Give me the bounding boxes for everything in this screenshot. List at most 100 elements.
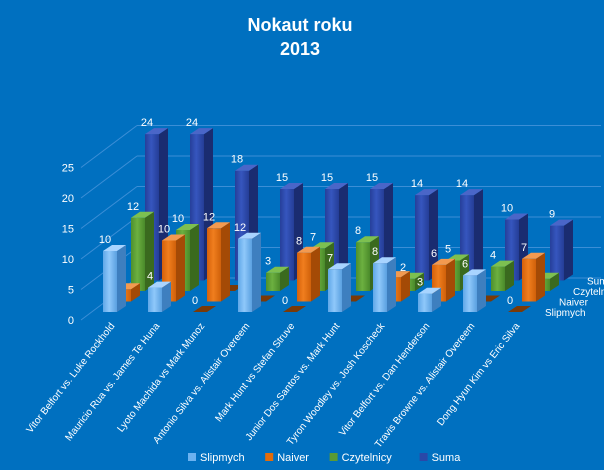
bar-czytelnicy: [266, 272, 280, 291]
bar-top-naiver: [207, 222, 230, 229]
bar-side-czytelnicy: [550, 272, 559, 291]
data-label: 10: [172, 213, 184, 225]
bar-top-naiver: [162, 234, 185, 241]
data-label: 6: [431, 248, 437, 260]
legend-swatch-naiver: [265, 453, 274, 461]
bar-side-czytelnicy: [280, 266, 289, 291]
bar-top-naiver: [297, 246, 320, 253]
bar-top-slipmych: [463, 269, 486, 276]
data-label: 10: [99, 234, 111, 246]
y-tick-label: 10: [62, 254, 74, 266]
bar-top-czytelnicy: [491, 260, 514, 267]
gridline-side: [80, 186, 138, 229]
category-label: Lyoto Machida vs Mark Munoz: [115, 321, 207, 434]
bar-top-czytelnicy: [176, 224, 199, 230]
bar-side-naiver: [176, 234, 185, 302]
bar-side-suma: [474, 189, 483, 281]
data-label: 7: [327, 252, 333, 264]
data-label: 0: [507, 295, 513, 307]
data-label: 0: [282, 295, 288, 307]
bar-naiver: [207, 228, 221, 302]
data-label: 24: [186, 117, 198, 129]
bar-side-slipmych: [117, 245, 126, 312]
series-axis-label: Naiver: [559, 298, 589, 309]
bar-slipmych: [418, 293, 432, 312]
data-label: 14: [411, 178, 423, 190]
series-axis-label: Slipmych: [545, 308, 586, 319]
series-axis-label: Czytelnicy: [573, 287, 604, 298]
legend-label-suma: Suma: [432, 452, 462, 464]
legend-swatch-slipmych: [188, 453, 196, 461]
bar-side-suma: [429, 189, 438, 281]
category-label: Travis Browne vs. Alistair Overeem: [373, 321, 477, 450]
data-label: 8: [372, 246, 378, 258]
gridline-side: [80, 155, 138, 199]
bar-side-slipmych: [432, 287, 441, 312]
bar-czytelnicy: [131, 217, 145, 291]
y-tick-label: 15: [62, 224, 74, 236]
data-label: 12: [203, 211, 215, 223]
category-label: Antonio Silva vs. Alistair Overeem: [151, 321, 252, 446]
series-axis-label: Suma: [587, 277, 604, 288]
bar-side-naiver: [311, 246, 320, 302]
bar-top-slipmych: [103, 245, 126, 251]
legend-label-slipmych: Slipmych: [200, 452, 245, 464]
bar-suma: [550, 225, 564, 281]
category-label: Vitor Belfort vs. Dan Henderson: [337, 321, 432, 438]
data-label: 7: [521, 242, 527, 254]
bar-slipmych: [103, 251, 117, 312]
bar-top-suma: [460, 189, 483, 196]
chart-subtitle: 2013: [280, 39, 320, 59]
bar-side-naiver: [401, 271, 410, 302]
data-label: 3: [417, 277, 423, 289]
bars: 2424181515151414109121003782542210120804…: [99, 117, 573, 312]
bar-slipmych: [148, 287, 162, 312]
legend-swatch-suma: [419, 453, 428, 461]
bar-top-suma: [415, 189, 438, 196]
data-label: 9: [549, 209, 555, 221]
data-label: 15: [276, 172, 288, 184]
bar-top-suma: [325, 183, 348, 189]
gridline-side: [80, 216, 138, 260]
data-label: 4: [147, 271, 153, 283]
bar-suma: [415, 195, 429, 281]
bar-top-czytelnicy: [356, 236, 379, 243]
legend-label-czytelnicy: Czytelnicy: [342, 452, 393, 464]
category-label: Junior Dos Santos vs. Mark Hunt: [244, 321, 343, 443]
bar-top-suma: [505, 213, 528, 220]
bar-slipmych: [328, 269, 342, 312]
data-label: 8: [355, 225, 361, 237]
data-label: 0: [192, 295, 198, 307]
bar-naiver: [522, 258, 536, 302]
bar-naiver: [297, 252, 311, 302]
bar-side-naiver: [221, 222, 230, 302]
bar-czytelnicy: [491, 266, 505, 291]
category-label: Dong Hyun Kim vs Eric Silva: [435, 321, 522, 428]
data-label: 14: [456, 178, 468, 190]
category-label: Tyron Woodley vs. Josh Koscheck: [285, 320, 388, 447]
bar-side-slipmych: [162, 281, 171, 312]
legend: Slipmych Naiver Czytelnicy Suma: [188, 452, 461, 464]
data-label: 15: [321, 172, 333, 184]
category-label: Mark Hunt vs Stefan Struve: [213, 321, 297, 424]
bar-top-naiver: [432, 258, 455, 265]
bar-side-czytelnicy: [505, 260, 514, 291]
bar-side-slipmych: [477, 269, 486, 312]
data-label: 5: [445, 244, 451, 256]
data-label: 15: [366, 172, 378, 184]
bar-slipmych: [238, 238, 252, 312]
bar-side-naiver: [131, 283, 140, 302]
legend-swatch-czytelnicy: [329, 453, 338, 461]
bar-top-suma: [235, 164, 258, 171]
bar-side-czytelnicy: [190, 224, 199, 291]
bar-side-naiver: [536, 252, 545, 302]
bar-top-suma: [550, 219, 573, 226]
bar-czytelnicy: [356, 242, 370, 291]
y-tick-label: 0: [68, 315, 74, 327]
bar-flat-slipmych: [508, 306, 531, 312]
data-label: 12: [234, 222, 246, 234]
bar-top-slipmych: [328, 263, 351, 270]
bar-top-czytelnicy: [266, 266, 289, 273]
bar-top-suma: [280, 183, 303, 189]
